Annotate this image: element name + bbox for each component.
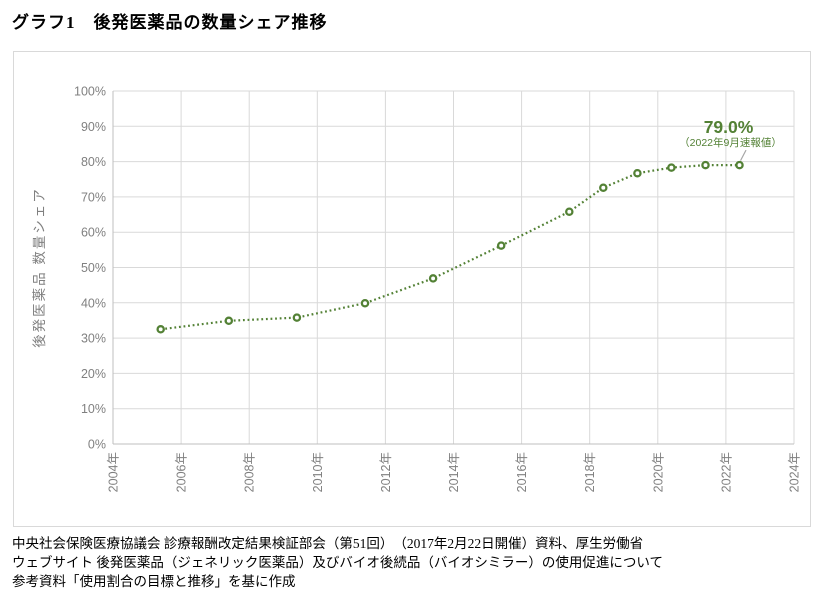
- source-note-line-2: ウェブサイト 後発医薬品（ジェネリック医薬品）及びバイオ後続品（バイオシミラー）…: [12, 555, 663, 570]
- annotation-value: 79.0%: [704, 117, 754, 137]
- chart-title: グラフ1 後発医薬品の数量シェア推移: [12, 13, 328, 32]
- data-point-marker: [565, 207, 574, 216]
- y-tick-label: 100%: [74, 85, 106, 99]
- trend-dotted-line: [160, 163, 740, 331]
- y-tick-label: 10%: [81, 402, 106, 416]
- y-tick-label: 50%: [81, 261, 106, 275]
- data-point-marker: [428, 274, 438, 283]
- x-tick-label: 2022年: [719, 452, 733, 492]
- data-point-marker: [701, 160, 710, 170]
- x-tick-label: 2024年: [788, 452, 802, 492]
- data-point-marker: [224, 316, 234, 326]
- x-tick-label: 2008年: [243, 452, 257, 492]
- data-point-marker: [156, 325, 165, 334]
- gridlines: [113, 90, 795, 444]
- x-tick-label: 2018年: [583, 452, 597, 492]
- x-tick-label: 2020年: [651, 452, 665, 492]
- annotation-note: （2022年9月速報値）: [679, 136, 782, 149]
- x-tick-label: 2004年: [107, 452, 121, 492]
- data-point-markers: [156, 160, 744, 334]
- source-note-line-1: 中央社会保険医療協議会 診療報酬改定結果検証部会（第51回） （2017年2月2…: [12, 536, 644, 551]
- data-point-marker: [633, 168, 642, 178]
- x-tick-label: 2014年: [447, 452, 461, 492]
- data-point-marker: [667, 163, 676, 172]
- y-tick-label: 80%: [81, 155, 106, 169]
- y-tick-label: 0%: [88, 438, 106, 452]
- y-tick-label: 70%: [81, 190, 106, 204]
- data-point-marker: [360, 298, 370, 308]
- x-tick-label: 2016年: [515, 452, 529, 492]
- source-note: 中央社会保険医療協議会 診療報酬改定結果検証部会（第51回） （2017年2月2…: [12, 534, 816, 591]
- chart-canvas: 0% 10% 20% 30% 40% 50% 60% 70% 80% 90% 100% 2004年 20…: [32, 85, 802, 493]
- data-point-marker: [599, 183, 608, 192]
- annotation-leader-line: [739, 149, 747, 161]
- y-tick-label: 30%: [81, 332, 106, 346]
- data-point-marker: [292, 313, 302, 322]
- data-point-marker: [735, 160, 744, 170]
- y-tick-label: 40%: [81, 296, 106, 310]
- x-tick-label: 2010年: [311, 452, 325, 492]
- y-tick-label: 20%: [81, 367, 106, 381]
- y-tick-label: 60%: [81, 226, 106, 240]
- x-tick-label: 2012年: [379, 452, 393, 492]
- y-axis-title: 後発医薬品 数量シェア: [32, 187, 47, 348]
- source-note-line-3: 参考資料「使用割合の目標と推移」を基に作成: [12, 574, 296, 589]
- y-tick-label: 90%: [81, 120, 106, 134]
- data-point-marker: [496, 241, 506, 250]
- x-tick-label: 2006年: [175, 452, 189, 492]
- chart-frame: 0% 10% 20% 30% 40% 50% 60% 70% 80% 90% 100% 2004年 20…: [13, 51, 811, 527]
